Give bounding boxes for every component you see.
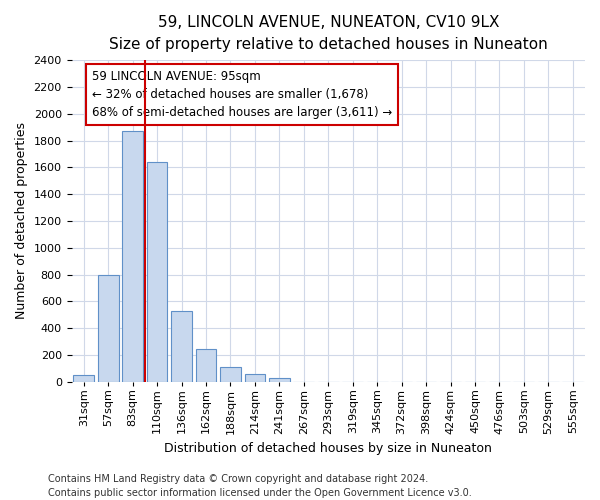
Bar (245, 374, 265, 382)
Bar (122, 132, 143, 382)
Bar (147, 162, 167, 382)
X-axis label: Distribution of detached houses by size in Nuneaton: Distribution of detached houses by size … (164, 442, 492, 455)
Bar (269, 378, 290, 382)
Bar (171, 310, 192, 382)
Bar (73, 375, 94, 382)
Bar (220, 367, 241, 382)
Text: 59 LINCOLN AVENUE: 95sqm
← 32% of detached houses are smaller (1,678)
68% of sem: 59 LINCOLN AVENUE: 95sqm ← 32% of detach… (92, 70, 392, 119)
Y-axis label: Number of detached properties: Number of detached properties (15, 122, 28, 320)
Bar (98, 274, 119, 382)
Title: 59, LINCOLN AVENUE, NUNEATON, CV10 9LX
Size of property relative to detached hou: 59, LINCOLN AVENUE, NUNEATON, CV10 9LX S… (109, 15, 548, 52)
Bar (196, 350, 217, 382)
Text: Contains HM Land Registry data © Crown copyright and database right 2024.
Contai: Contains HM Land Registry data © Crown c… (48, 474, 472, 498)
